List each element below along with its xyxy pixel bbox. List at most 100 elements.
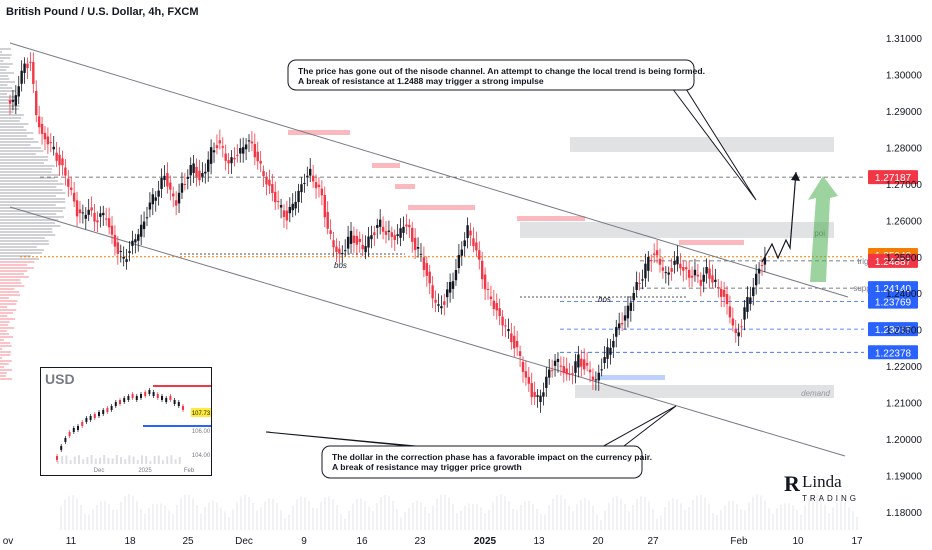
- inset-title: USD: [45, 371, 75, 387]
- profile-bar: [0, 219, 59, 221]
- profile-bar: [0, 351, 12, 353]
- candle-body: [609, 347, 612, 355]
- candle-body: [256, 151, 259, 162]
- profile-bar: [0, 66, 10, 68]
- candle-body: [696, 274, 700, 277]
- candle-body: [67, 178, 70, 187]
- candle-body: [96, 220, 99, 223]
- volume-bar: [524, 501, 526, 530]
- inset-volume-bar: [145, 455, 148, 464]
- supply-zone: [288, 130, 350, 135]
- volume-bar: [428, 512, 430, 530]
- candle-body: [702, 274, 705, 282]
- candle-body: [428, 271, 431, 284]
- price-tag-label: 1.23015: [875, 325, 912, 336]
- candle-body: [40, 123, 44, 134]
- volume-bar: [200, 513, 202, 530]
- candle-body: [300, 184, 303, 193]
- candle-body: [349, 230, 353, 244]
- volume-bar: [76, 498, 78, 530]
- candle-body: [682, 267, 685, 271]
- profile-bar: [0, 111, 14, 113]
- profile-bar: [0, 210, 63, 212]
- candle-body: [416, 247, 420, 249]
- volume-bar: [408, 507, 410, 530]
- volume-bar: [852, 511, 854, 530]
- inset-volume-bar: [103, 455, 106, 464]
- svg-text:Linda: Linda: [802, 472, 842, 491]
- candle-body: [617, 323, 621, 329]
- volume-bar: [172, 513, 174, 530]
- inset-candle-body: [127, 396, 130, 400]
- profile-bar: [0, 159, 49, 161]
- profile-bar: [0, 255, 31, 257]
- volume-bar: [320, 501, 322, 530]
- volume-bar: [180, 498, 182, 530]
- profile-bar: [0, 195, 56, 197]
- candle-body: [250, 141, 254, 144]
- inset-volume-bar: [61, 455, 64, 464]
- profile-bar: [0, 201, 66, 203]
- y-tick-label: 1.26000: [886, 216, 923, 227]
- inset-candle-body: [144, 392, 147, 396]
- candle-body: [690, 275, 694, 278]
- inset-volume-bar: [57, 461, 59, 464]
- candle-body: [207, 159, 210, 172]
- inset-volume-bar: [153, 455, 156, 464]
- profile-bar: [0, 81, 15, 83]
- candle-body: [507, 329, 510, 332]
- candle-body: [218, 140, 222, 144]
- profile-bar: [0, 309, 17, 311]
- inset-x-tick: Feb: [184, 468, 195, 474]
- x-tick-label: 2025: [474, 536, 497, 547]
- volume-bar: [164, 505, 166, 530]
- level-label: support: [853, 284, 880, 293]
- profile-bar: [0, 174, 60, 176]
- candle-body: [46, 136, 50, 145]
- volume-bar: [104, 501, 106, 530]
- profile-bar: [0, 183, 64, 185]
- volume-bar: [308, 501, 310, 530]
- profile-bar: [0, 369, 13, 371]
- volume-bar: [336, 505, 338, 530]
- candle-body: [343, 250, 347, 252]
- candle-body: [259, 160, 262, 164]
- profile-bar: [0, 366, 5, 368]
- candle-body: [14, 95, 18, 106]
- volume-bar: [720, 509, 722, 530]
- inset-volume-bar: [94, 458, 97, 464]
- candle-body: [236, 154, 239, 156]
- volume-bar: [80, 504, 82, 530]
- candle-body: [294, 201, 297, 209]
- inset-candle-body: [93, 414, 96, 418]
- volume-bar: [540, 513, 542, 530]
- volume-bar: [284, 518, 286, 530]
- channel-upper: [9, 42, 849, 298]
- volume-bar: [520, 504, 522, 530]
- candle-body: [757, 268, 761, 274]
- profile-bar: [0, 129, 27, 131]
- candle-body: [763, 257, 767, 265]
- candle-body: [355, 235, 359, 245]
- candle-body: [629, 302, 633, 311]
- inset-candle-body: [140, 394, 142, 398]
- volume-bar: [636, 499, 638, 530]
- profile-bar: [0, 243, 49, 245]
- inset-candle-body: [169, 396, 172, 400]
- candle-body: [221, 146, 224, 148]
- inset-candle-body: [60, 446, 63, 450]
- candle-body: [201, 173, 204, 177]
- volume-bar: [264, 501, 266, 530]
- y-tick-label: 1.23000: [886, 326, 923, 337]
- volume-bar: [584, 498, 586, 530]
- volume-bar: [788, 503, 790, 530]
- candle-body: [341, 253, 344, 255]
- profile-bar: [0, 180, 58, 182]
- inset-candle-body: [81, 422, 84, 426]
- volume-bar: [592, 506, 594, 530]
- volume-bar: [772, 514, 774, 530]
- volume-bar: [108, 504, 110, 530]
- inset-candle-body: [173, 400, 176, 404]
- candle-body: [425, 263, 429, 276]
